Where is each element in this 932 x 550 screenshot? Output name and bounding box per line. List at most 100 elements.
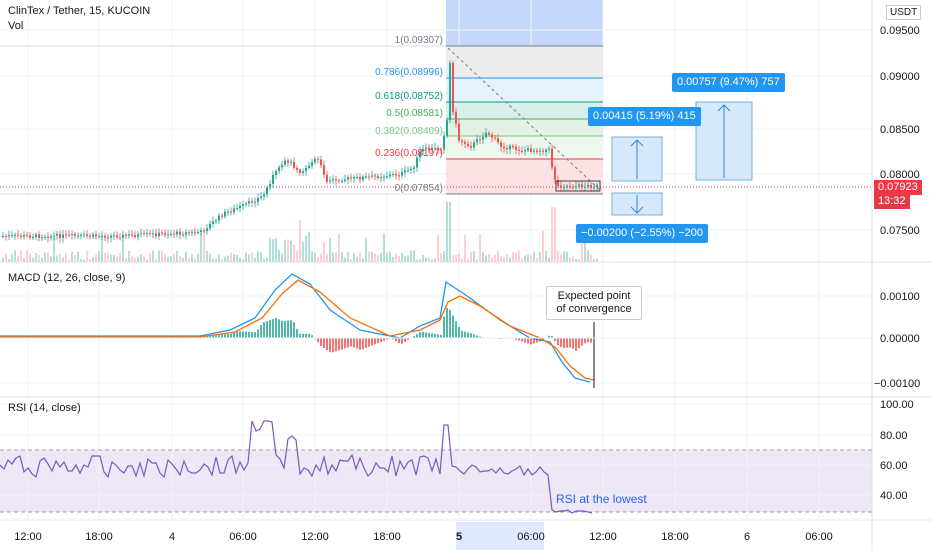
candle-body: [524, 150, 526, 152]
macd-histogram-bar: [206, 335, 208, 338]
candlesticks[interactable]: [2, 60, 598, 243]
volume-bar: [41, 257, 43, 262]
candle-body: [197, 232, 199, 234]
candle-body: [380, 177, 382, 179]
candle-body: [338, 180, 340, 182]
macd-histogram-bar: [335, 338, 337, 352]
time-axis-label: 12:00: [589, 531, 617, 543]
bar-countdown: 13:32: [874, 194, 910, 209]
macd-histogram-bar: [455, 321, 457, 338]
candle-body: [455, 111, 457, 124]
rsi-annotation[interactable]: RSI at the lowest: [556, 492, 647, 506]
volume-bar: [65, 253, 67, 262]
volume-bar: [218, 254, 220, 262]
candle-body: [329, 180, 331, 182]
macd-histogram-bar: [308, 333, 310, 338]
volume-bar: [92, 256, 94, 262]
candle-body: [395, 173, 397, 176]
rsi-legend[interactable]: RSI (14, close): [8, 402, 81, 414]
macd-histogram-bar: [257, 329, 259, 338]
measure-tag-up-large[interactable]: 0.00757 (9.47%) 757: [672, 73, 785, 92]
candle-body: [392, 173, 394, 175]
macd-histogram-bar: [440, 334, 442, 338]
candle-body: [347, 177, 349, 180]
candle-body: [89, 235, 91, 237]
volume-legend[interactable]: Vol: [8, 20, 24, 32]
macd-histogram-bar: [428, 332, 430, 338]
candle-body: [185, 232, 187, 235]
candle-body: [92, 234, 94, 237]
volume-bar: [527, 254, 529, 262]
fib-label: 0.5(0.08581): [386, 108, 443, 119]
volume-bar: [335, 252, 337, 262]
candle-body: [425, 147, 427, 149]
candle-body: [8, 235, 10, 237]
volume-bar: [260, 252, 262, 262]
volume-bar: [137, 256, 139, 262]
candle-body: [56, 234, 58, 236]
volume-bar: [239, 257, 241, 262]
volume-bar: [191, 254, 193, 262]
candle-body: [125, 234, 127, 236]
fib-retracement[interactable]: [0, 45, 603, 195]
volume-bar: [200, 233, 202, 262]
macd-legend[interactable]: MACD (12, 26, close, 9): [8, 272, 126, 284]
macd-histogram: [2, 308, 592, 353]
macd-histogram-bar: [407, 338, 409, 340]
macd-histogram-bar: [536, 338, 538, 343]
candle-body: [314, 158, 316, 163]
price-axis-label: 0.08500: [880, 124, 920, 136]
measure-tag-up-small[interactable]: 0.00415 (5.19%) 415: [588, 107, 701, 126]
volume-bar: [50, 256, 52, 262]
macd-histogram-bar: [290, 320, 292, 338]
volume-bar: [71, 251, 73, 262]
volume-bar: [161, 250, 163, 262]
time-axis-label: 18:00: [373, 531, 401, 543]
macd-histogram-bar: [458, 326, 460, 338]
volume-bar: [131, 256, 133, 262]
macd-histogram-bar: [374, 338, 376, 345]
macd-histogram-bar: [467, 332, 469, 338]
price-axis-label: 0.07500: [880, 225, 920, 237]
volume-bar: [299, 220, 301, 262]
volume-bar: [167, 256, 169, 262]
volume-bar: [338, 233, 340, 262]
volume-bar: [20, 250, 22, 262]
macd-histogram-bar: [563, 338, 565, 348]
volume-bar: [185, 251, 187, 262]
time-axis-label: 06:00: [805, 531, 833, 543]
macd-histogram-bar: [338, 338, 340, 351]
candle-body: [575, 186, 577, 188]
volume-bar: [14, 250, 16, 262]
macd-histogram-bar: [398, 338, 400, 344]
measure-boxes[interactable]: [611, 101, 753, 216]
macd-histogram-bar: [449, 310, 451, 338]
volume-bar: [395, 253, 397, 262]
volume-bar: [287, 239, 289, 262]
volume-bar: [350, 259, 352, 262]
volume-bar: [413, 250, 415, 262]
volume-bar: [482, 252, 484, 262]
fib-trend-line: [447, 47, 601, 191]
candle-body: [500, 142, 502, 147]
macd-histogram-bar: [404, 338, 406, 342]
macd-histogram-bar: [236, 331, 238, 338]
candle-body: [215, 220, 217, 222]
measure-tag-down[interactable]: −0.00200 (−2.55%) −200: [576, 224, 709, 243]
fib-zone-4: [446, 119, 603, 136]
volume-bar: [380, 253, 382, 262]
candle-body: [305, 167, 307, 172]
volume-bar: [284, 240, 286, 262]
symbol-title[interactable]: ClinTex / Tether, 15, KUCOIN: [8, 5, 151, 17]
fib-label: 0.382(0.08409): [375, 126, 443, 137]
time-axis-label: 5: [456, 531, 462, 543]
signal-line: [0, 279, 595, 381]
macd-histogram-bar: [572, 338, 574, 349]
currency-button[interactable]: USDT: [886, 5, 922, 20]
convergence-callout[interactable]: Expected point of convergence: [546, 286, 642, 320]
candle-body: [203, 230, 205, 232]
volume-bar: [209, 253, 211, 262]
candle-body: [416, 157, 418, 168]
